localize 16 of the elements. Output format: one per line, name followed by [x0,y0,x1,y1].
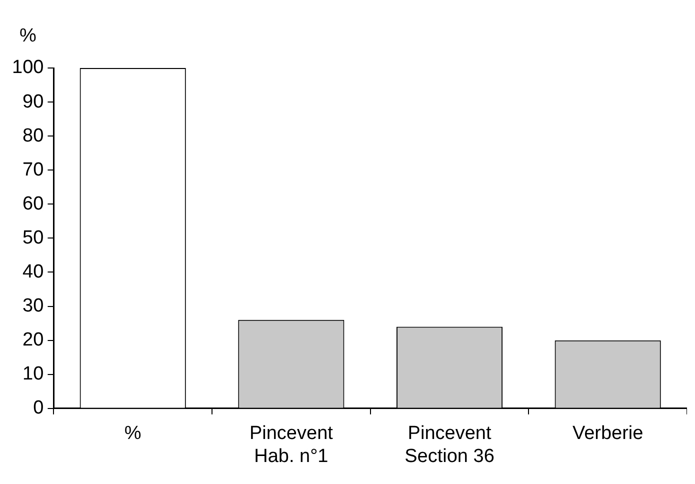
y-tick-label: 80 [22,125,44,146]
x-tick-label: Pincevent Hab. n°1 [249,423,334,467]
y-tick-label: 100 [12,57,44,78]
y-tick-label: 50 [22,227,44,248]
y-tick-label: 70 [22,159,44,180]
y-tick-label: 60 [22,193,44,214]
y-tick-label: 40 [22,261,44,282]
x-tick-label: Verberie [572,423,644,444]
y-tick-label: 30 [22,296,44,317]
y-tick-label: 20 [22,330,44,351]
x-tick-label: Pincevent Section 36 [404,423,494,467]
y-axis-title: % [20,26,37,47]
x-tick-label: % [124,423,142,444]
y-tick-label: 10 [22,364,44,385]
y-tick-label: 0 [33,398,44,419]
y-tick-label: 90 [22,91,44,112]
